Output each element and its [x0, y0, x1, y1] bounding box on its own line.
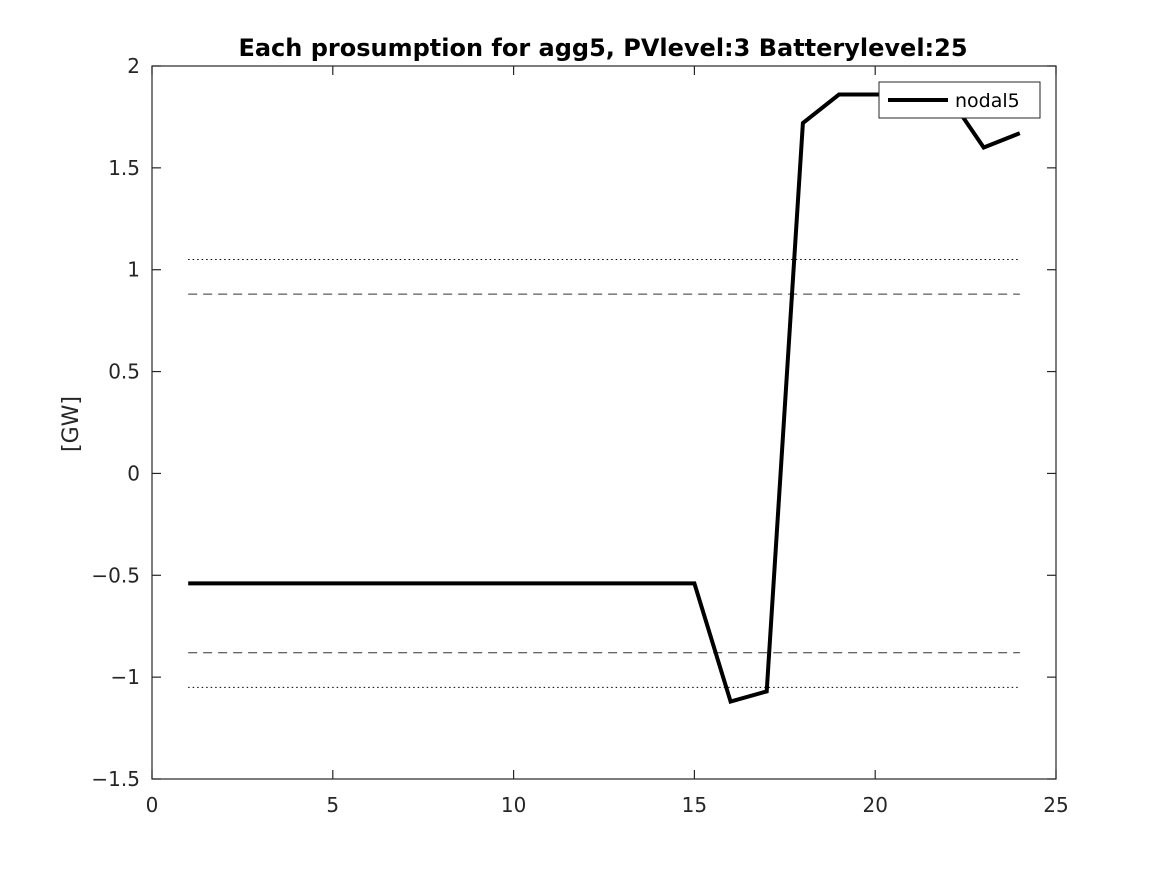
- y-tick-label: −1: [111, 665, 140, 689]
- x-tick-label: 5: [326, 793, 339, 817]
- x-tick-label: 10: [501, 793, 526, 817]
- y-tick-label: 1.5: [108, 156, 140, 180]
- x-tick-label: 25: [1043, 793, 1068, 817]
- series-layer: [188, 92, 1021, 705]
- y-axis-label: [GW]: [59, 396, 84, 452]
- reference-lines: [188, 259, 1020, 688]
- x-tick-label: 0: [146, 793, 159, 817]
- y-tick-label: −1.5: [91, 767, 140, 791]
- legend: nodal5: [878, 81, 1041, 119]
- legend-label-nodal5: nodal5: [955, 90, 1020, 112]
- tick-marks: [151, 65, 1057, 780]
- axes-box: [151, 65, 1057, 780]
- y-tick-label: 0: [127, 461, 140, 485]
- axes: [151, 65, 1057, 780]
- y-tick-label: 2: [127, 54, 140, 78]
- tick-labels: 0 5 10 15 20 25 −1.5 −1 −0.5 0 0.5 1 1.5 2: [91, 54, 1068, 817]
- y-tick-label: −0.5: [91, 563, 140, 587]
- chart-title: Each prosumption for agg5, PVlevel:3 Bat…: [238, 34, 967, 62]
- y-tick-label: 0.5: [108, 360, 140, 384]
- y-tick-label: 1: [127, 258, 140, 282]
- x-tick-label: 20: [862, 793, 887, 817]
- series-line-nodal5: [188, 92, 1021, 705]
- x-tick-label: 15: [682, 793, 707, 817]
